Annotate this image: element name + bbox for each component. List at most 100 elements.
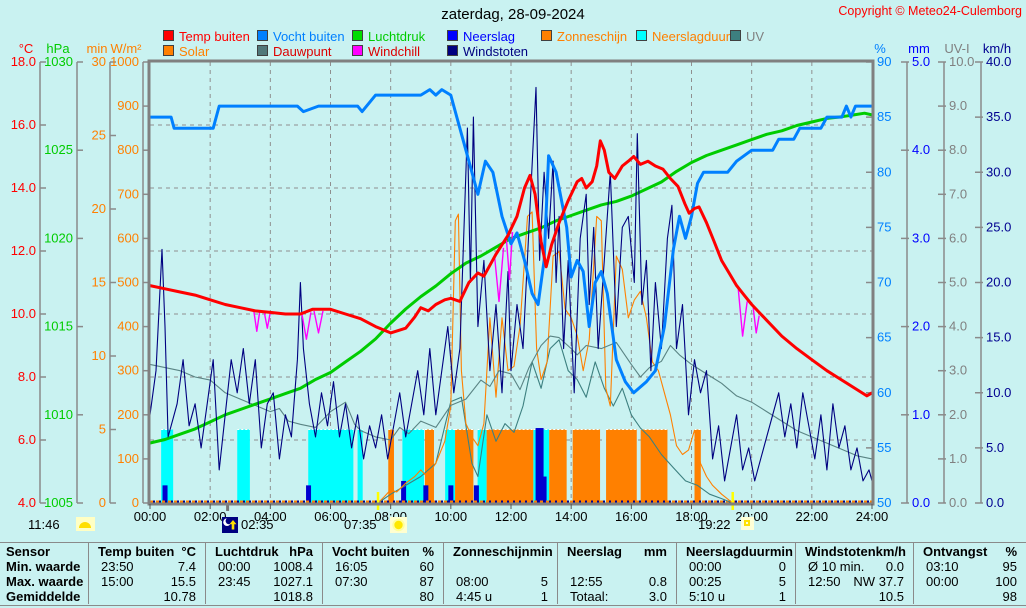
legend-label: Windstoten [463, 44, 529, 59]
table-value: Totaal: [570, 589, 609, 604]
axis-tick-label: 90 [877, 54, 891, 69]
temp-buiten-series [149, 139, 873, 398]
legend-swatch-icon [636, 30, 647, 41]
moonrise-icon [222, 517, 238, 538]
table-value: 03:10 [926, 559, 959, 574]
legend-swatch-icon [447, 45, 458, 56]
axis-tick-label: 20 [92, 201, 106, 216]
axis-tick-label: 1025 [44, 142, 73, 157]
table-value: 95 [1002, 559, 1017, 574]
axis-tick-label: 2.0 [949, 407, 967, 422]
table-value: Vocht buiten [332, 543, 410, 559]
neerslag-bars [473, 485, 479, 503]
table-value: min [529, 543, 553, 559]
table-value: 23:50 [101, 559, 134, 574]
legend-swatch-icon [257, 30, 268, 41]
axis-tick-label: 0 [99, 495, 106, 510]
table-value: % [1005, 543, 1017, 559]
table-cell-luchtdruk: Luchtdruk hPa [205, 543, 322, 559]
table-value: 60 [419, 559, 434, 574]
zonneschijn-bars [486, 429, 534, 503]
sunrise-label: 07:35 [344, 517, 377, 532]
table-value: 100 [995, 574, 1017, 589]
x-axis-label: 04:00 [254, 509, 287, 524]
axis-tick-label: 6.0 [949, 230, 967, 245]
neerslagduur-bars [308, 429, 354, 503]
axis-tick-label: 50 [877, 495, 891, 510]
table-value: 3.0 [648, 589, 667, 604]
axis-tick-label: 12.0 [11, 243, 36, 258]
solar-series [150, 211, 872, 504]
windchill-series [752, 307, 760, 334]
table-value: 87 [419, 574, 434, 589]
table-cell-neerslagduur: 00:25 5 [676, 574, 795, 589]
legend-swatch-icon [257, 45, 268, 56]
legend-swatch-icon [163, 45, 174, 56]
x-axis-label: 16:00 [615, 509, 648, 524]
axis-tick-label: 85 [877, 109, 891, 124]
windchill-series [737, 287, 748, 337]
table-cell-neerslag: 12:55 0.8 [557, 574, 676, 589]
windchill-series [263, 312, 271, 329]
table-value: 1008.4 [273, 559, 313, 574]
table-value: 10.5 [878, 589, 904, 604]
axis-title-km/h: km/h [983, 41, 1011, 56]
axis-tick-label: 1.0 [912, 407, 930, 422]
table-value: 15:00 [101, 574, 134, 589]
table-cell-zonneschijn: 08:00 5 [443, 574, 557, 589]
axis-tick-label: 55 [877, 440, 891, 455]
zonneschijn-bars [549, 429, 567, 503]
table-cell-temp-buiten: 15:00 15.5 [88, 574, 205, 589]
table-value: Zonneschijn [453, 543, 530, 559]
table-value: 12:55 [570, 574, 603, 589]
neerslag-bars [448, 485, 454, 503]
legend-label: Neerslagduur [652, 29, 731, 44]
axis-tick-label: 5 [99, 422, 106, 437]
axis-tick-label: 300 [117, 363, 139, 378]
zonneschijn-bars [572, 429, 601, 503]
neerslagduur-bars [357, 429, 363, 503]
weather-chart: °C18.016.014.012.010.08.06.04.0hPa103010… [11, 41, 1012, 524]
table-value: 1027.1 [273, 574, 313, 589]
axis-tick-label: 0.0 [986, 495, 1004, 510]
table-cell-luchtdruk: 23:45 1027.1 [205, 574, 322, 589]
axis-tick-label: 25 [92, 128, 106, 143]
table-value: km/h [875, 543, 906, 559]
axis-tick-label: 5.0 [912, 54, 930, 69]
legend-label: Windchill [368, 44, 421, 59]
axis-tick-label: 1015 [44, 319, 73, 334]
axis-title-°C: °C [19, 41, 34, 56]
legend-swatch-icon [163, 30, 174, 41]
x-axis-label: 00:00 [134, 509, 167, 524]
legend-label: Temp buiten [179, 29, 250, 44]
axis-title-W/m²: W/m² [110, 41, 142, 56]
axis-tick-label: 100 [117, 451, 139, 466]
table-value: 10.78 [163, 589, 196, 604]
axis-title-hPa: hPa [46, 41, 70, 56]
table-value: °C [181, 543, 196, 559]
table-cell-temp-buiten: Temp buiten °C [88, 543, 205, 559]
table-value: 0.0 [885, 559, 904, 574]
neerslag-bars [541, 476, 547, 503]
axis-tick-label: 9.0 [949, 98, 967, 113]
zonneschijn-bars [424, 429, 434, 503]
axis-tick-label: 900 [117, 98, 139, 113]
legend-label: UV [746, 29, 765, 44]
vocht-buiten-series [150, 88, 872, 395]
axis-tick-label: 7.0 [949, 186, 967, 201]
axis-tick-label: 1005 [44, 495, 73, 510]
axis-tick-label: 500 [117, 275, 139, 290]
x-axis-label: 02:00 [194, 509, 227, 524]
table-cell-neerslagduur: Neerslagduur min [676, 543, 795, 559]
legend-label: Dauwpunt [273, 44, 332, 59]
table-cell-ontvangst: 98 [913, 589, 1026, 604]
neerslagduur-bars [237, 429, 250, 503]
axis-tick-label: 1000 [110, 54, 139, 69]
table-row-label: Sensor [6, 543, 51, 559]
axis-tick-label: 15 [92, 275, 106, 290]
axis-tick-label: 1010 [44, 407, 73, 422]
axis-tick-label: 800 [117, 142, 139, 157]
day-length-icon [76, 517, 95, 531]
table-value: 15.5 [170, 574, 196, 589]
table-cell-windstoten: 10.5 [795, 589, 913, 604]
